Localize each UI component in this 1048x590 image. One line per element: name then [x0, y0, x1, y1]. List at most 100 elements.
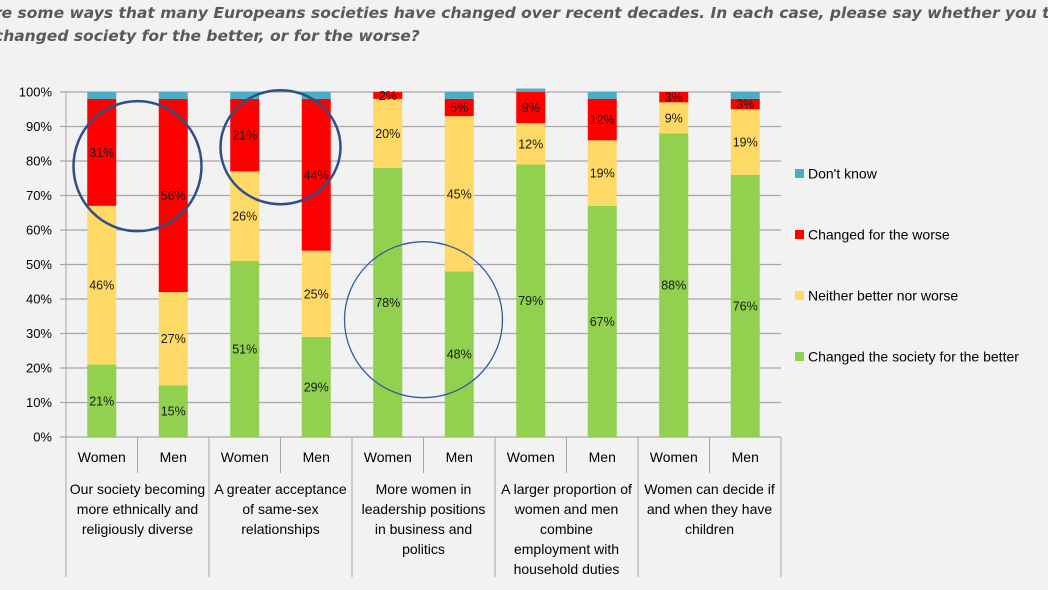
y-tick-label: 100% — [19, 85, 53, 100]
data-label: 20% — [375, 127, 400, 141]
bar-segment — [87, 364, 117, 437]
y-tick-label: 60% — [26, 223, 52, 238]
data-label: 3% — [736, 98, 754, 112]
bar-segment — [87, 92, 117, 99]
data-label: 31% — [89, 146, 114, 160]
bars — [87, 88, 760, 438]
legend: Don't know Changed for the worse Neither b… — [795, 166, 1019, 365]
group-label: household duties — [514, 561, 620, 577]
x-axis: Women Men Women Men Women Men Women Men Women Men… — [65, 437, 782, 577]
data-label: 88% — [661, 279, 686, 293]
group-label: employment with — [514, 541, 619, 557]
bar-segment — [730, 109, 760, 175]
bar-segment — [516, 92, 546, 124]
category-label: Men — [589, 449, 616, 465]
data-label: 46% — [89, 279, 114, 293]
data-label: 25% — [304, 287, 329, 301]
y-tick-label: 90% — [26, 119, 52, 134]
y-tick-label: 20% — [26, 361, 52, 376]
bar-segment — [158, 92, 188, 99]
group-label: relationships — [241, 521, 320, 537]
legend-swatch — [795, 230, 804, 239]
data-label: 12% — [518, 137, 543, 151]
legend-swatch — [795, 169, 804, 178]
group-label: of same-sex — [242, 501, 318, 517]
data-label: 76% — [733, 299, 758, 313]
y-axis: 0% 10% 20% 30% 40% 50% 60% 70% 80% 90% 100% — [19, 85, 67, 445]
bar-segment — [301, 98, 331, 251]
bar-segment — [373, 167, 403, 437]
annotation-circle — [72, 99, 203, 233]
group-label: religiously diverse — [82, 521, 193, 537]
y-tick-label: 70% — [26, 188, 52, 203]
bar-segment — [444, 98, 474, 117]
group-label: more ethnically and — [77, 501, 198, 517]
bar-segment — [659, 102, 689, 134]
group-label: Our society becoming — [70, 481, 205, 497]
group-label: in business and — [375, 521, 472, 537]
group-label: combine — [540, 521, 593, 537]
data-label: 2% — [379, 89, 397, 103]
data-label: 3% — [665, 91, 683, 105]
y-tick-label: 50% — [26, 257, 52, 272]
category-label: Women — [221, 449, 269, 465]
group-label: A greater acceptance — [214, 481, 347, 497]
bar-segment — [87, 205, 117, 365]
category-label: Men — [732, 449, 759, 465]
data-label: 19% — [733, 136, 758, 150]
group-label: and when they have — [647, 501, 773, 517]
category-label: Men — [303, 449, 330, 465]
bar-segment — [87, 98, 117, 206]
data-label: 21% — [89, 394, 114, 408]
bar-segment — [158, 292, 188, 386]
category-label: Women — [78, 449, 126, 465]
bar-segment — [730, 174, 760, 438]
annotation-circle — [219, 88, 342, 206]
bar-segment — [516, 164, 546, 437]
y-tick-label: 80% — [26, 154, 52, 169]
data-label: 44% — [304, 168, 329, 182]
bar-segment — [730, 92, 760, 99]
data-label: 5% — [450, 101, 468, 115]
annotations — [72, 88, 504, 399]
group-label: Women can decide if — [644, 481, 775, 497]
annotation-circle — [343, 241, 504, 399]
legend-label: Neither better nor worse — [808, 288, 958, 304]
data-label: 19% — [590, 167, 615, 181]
group-label: A larger proportion of — [501, 481, 632, 497]
data-label: 56% — [161, 189, 186, 203]
data-label: 51% — [232, 343, 257, 357]
data-label: 29% — [304, 380, 329, 394]
bar-segment — [516, 88, 546, 92]
bar-segment — [659, 92, 689, 103]
data-label: 78% — [375, 296, 400, 310]
group-label: leadership positions — [362, 501, 486, 517]
group-label: More women in — [376, 481, 472, 497]
category-label: Women — [364, 449, 412, 465]
legend-swatch — [795, 291, 804, 300]
legend-label: Changed the society for the better — [808, 349, 1019, 365]
y-tick-label: 0% — [33, 430, 52, 445]
group-label: children — [685, 521, 734, 537]
bar-segment — [444, 92, 474, 99]
category-label: Men — [160, 449, 187, 465]
data-label: 9% — [522, 101, 540, 115]
bar-segment — [301, 336, 331, 437]
bar-segment — [230, 92, 260, 99]
legend-label: Don't know — [808, 166, 878, 182]
legend-label: Changed for the worse — [808, 227, 950, 243]
bar-segment — [587, 92, 617, 99]
category-label: Men — [446, 449, 473, 465]
data-label: 27% — [161, 332, 186, 346]
title-line-2: changed society for the better, or for t… — [0, 27, 420, 45]
bar-segment — [158, 98, 188, 293]
title-line-1: re some ways that many Europeans societi… — [0, 4, 1048, 22]
bar-segment — [230, 261, 260, 437]
bar-segment — [730, 98, 760, 110]
bar-segment — [301, 250, 331, 337]
y-tick-label: 40% — [26, 292, 52, 307]
category-label: Women — [507, 449, 555, 465]
bar-segment — [158, 385, 188, 437]
data-label: 9% — [665, 111, 683, 125]
